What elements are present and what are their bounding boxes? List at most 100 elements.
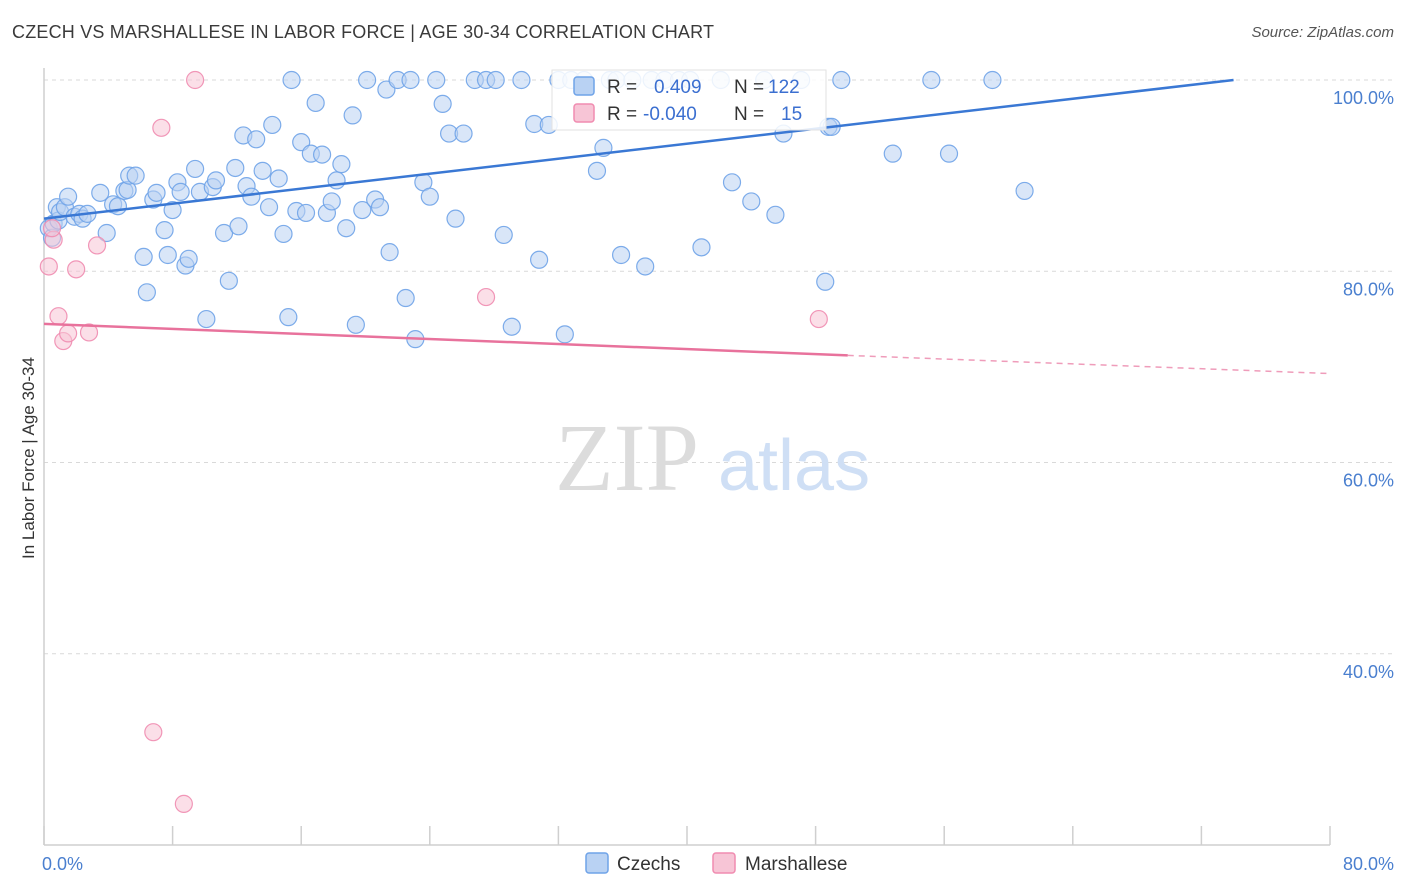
czechs-point bbox=[134, 247, 153, 267]
czechs-point bbox=[353, 200, 372, 220]
marshallese-point bbox=[186, 70, 205, 90]
legend-r-value-marshallese: -0.040 bbox=[643, 104, 697, 125]
y-tick-label: 40.0% bbox=[1343, 662, 1394, 682]
watermark: ZIP atlas bbox=[555, 404, 870, 511]
y-tick-label: 100.0% bbox=[1333, 88, 1394, 108]
czechs-point bbox=[401, 70, 420, 90]
czechs-point bbox=[636, 257, 655, 276]
czechs-point bbox=[370, 198, 390, 217]
legend-r-value-czechs: 0.409 bbox=[654, 77, 702, 98]
legend-r-label-czechs: R = bbox=[607, 77, 637, 98]
czechs-point bbox=[274, 224, 293, 244]
czechs-point bbox=[692, 238, 711, 257]
czechs-point bbox=[97, 223, 116, 243]
czechs-point bbox=[816, 272, 835, 291]
czechs-point bbox=[137, 283, 156, 302]
legend-swatch-czechs bbox=[573, 76, 595, 96]
correlation-legend: R = 0.409 N = 122 R = -0.040 N = 15 bbox=[551, 69, 827, 131]
marshallese-trend-line bbox=[43, 322, 848, 357]
legend-n-label-czechs: N = bbox=[734, 77, 764, 98]
czechs-point bbox=[380, 243, 399, 262]
czechs-point bbox=[171, 182, 190, 201]
bottom-legend-label-marshallese: Marshallese bbox=[745, 854, 847, 875]
czechs-point bbox=[229, 217, 248, 236]
source-label: Source: ZipAtlas.com bbox=[1251, 24, 1394, 41]
czechs-point bbox=[59, 187, 78, 206]
czechs-point bbox=[832, 70, 851, 90]
czechs-point bbox=[296, 203, 316, 223]
marshallese-point bbox=[59, 324, 78, 343]
czechs-point bbox=[332, 155, 351, 174]
czechs-point bbox=[337, 219, 356, 238]
marshallese-point bbox=[174, 794, 193, 813]
czechs-point bbox=[555, 325, 574, 344]
czechs-point bbox=[179, 249, 198, 268]
bottom-legend-swatch-marshallese bbox=[712, 852, 736, 874]
czechs-point bbox=[502, 317, 521, 336]
czechs-point bbox=[611, 245, 631, 265]
czechs-point bbox=[226, 158, 245, 178]
x-tick-label: 0.0% bbox=[42, 854, 83, 874]
czechs-point bbox=[253, 161, 272, 180]
czechs-point bbox=[242, 187, 261, 206]
czechs-point bbox=[343, 106, 362, 125]
marshallese-trend-extension bbox=[847, 354, 1331, 375]
series-czechs-points bbox=[39, 70, 1034, 349]
czechs-point bbox=[147, 183, 166, 202]
czechs-point bbox=[158, 245, 177, 265]
watermark-zip: ZIP bbox=[555, 404, 699, 511]
czechs-point bbox=[155, 221, 174, 240]
czechs-point bbox=[279, 308, 298, 327]
czechs-point bbox=[282, 70, 301, 90]
czechs-point bbox=[126, 166, 145, 185]
legend-n-value-czechs: 122 bbox=[768, 77, 800, 98]
series-legend: Czechs Marshallese bbox=[585, 852, 847, 875]
czechs-point bbox=[512, 70, 531, 90]
czechs-point bbox=[420, 187, 439, 206]
czechs-point bbox=[1015, 181, 1034, 201]
marshallese-point bbox=[42, 219, 62, 238]
marshallese-point bbox=[152, 118, 171, 137]
watermark-atlas: atlas bbox=[718, 426, 870, 506]
czechs-point bbox=[587, 161, 607, 180]
y-axis-title: In Labor Force | Age 30-34 bbox=[19, 357, 38, 559]
czechs-point bbox=[163, 200, 182, 220]
y-tick-label: 60.0% bbox=[1343, 471, 1394, 491]
czechs-point bbox=[322, 192, 341, 211]
czechs-point bbox=[206, 171, 226, 190]
chart-title: CZECH VS MARSHALLESE IN LABOR FORCE | AG… bbox=[12, 22, 715, 42]
czechs-point bbox=[530, 250, 549, 269]
czechs-point bbox=[108, 197, 128, 216]
czechs-point bbox=[939, 144, 959, 163]
marshallese-point bbox=[49, 307, 68, 326]
x-axis-tick-labels: 0.0% 80.0% bbox=[42, 854, 1394, 874]
czechs-point bbox=[722, 173, 742, 192]
czechs-point bbox=[358, 70, 377, 90]
czechs-point bbox=[306, 93, 325, 113]
marshallese-point bbox=[67, 260, 86, 279]
czechs-point bbox=[433, 94, 452, 114]
czechs-point bbox=[883, 144, 902, 163]
czechs-point bbox=[427, 70, 446, 90]
czechs-point bbox=[346, 315, 365, 334]
czechs-point bbox=[263, 115, 282, 135]
legend-r-label-marshallese: R = bbox=[607, 104, 637, 125]
czechs-point bbox=[486, 70, 505, 90]
bottom-legend-label-czechs: Czechs bbox=[617, 854, 680, 875]
legend-swatch-marshallese bbox=[573, 103, 595, 123]
czechs-point bbox=[259, 198, 279, 217]
czechs-point bbox=[766, 205, 785, 224]
trend-lines bbox=[43, 78, 1331, 375]
legend-n-label-marshallese: N = bbox=[734, 104, 764, 125]
bottom-legend-swatch-czechs bbox=[585, 852, 609, 874]
czechs-point bbox=[494, 225, 513, 245]
x-tick-label: 80.0% bbox=[1343, 854, 1394, 874]
czechs-point bbox=[396, 288, 415, 308]
marshallese-point bbox=[144, 723, 163, 742]
y-tick-label: 80.0% bbox=[1343, 279, 1394, 299]
czechs-point bbox=[312, 145, 332, 164]
marshallese-point bbox=[39, 257, 58, 276]
czechs-point bbox=[247, 130, 266, 149]
czechs-point bbox=[742, 192, 761, 211]
